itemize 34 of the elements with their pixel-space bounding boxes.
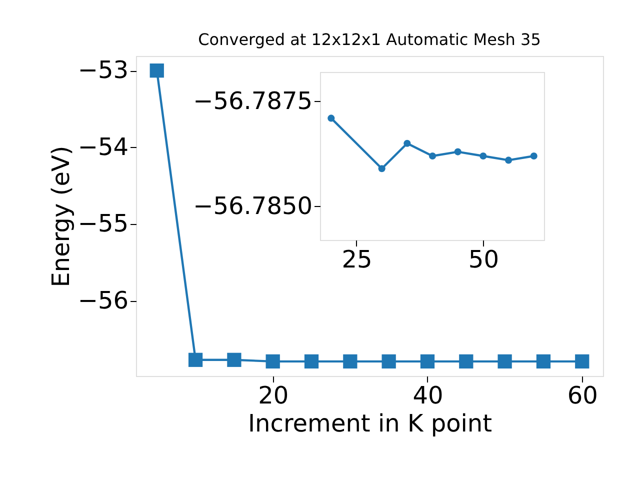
point <box>382 354 396 368</box>
point <box>266 354 280 368</box>
chart-title: Converged at 12x12x1 Automatic Mesh 35 <box>198 30 541 49</box>
point <box>404 140 411 147</box>
point <box>530 152 538 160</box>
y-axis-title: Energy (eV) <box>46 146 75 288</box>
y-tick-label: −56.7850 <box>193 192 312 220</box>
point <box>328 114 335 122</box>
point <box>504 156 512 164</box>
point <box>498 354 512 368</box>
point <box>536 354 551 368</box>
x-tick-label: 40 <box>412 382 444 410</box>
x-tick-label: 25 <box>342 246 372 274</box>
point <box>150 64 164 78</box>
y-tick-label: −56.7875 <box>193 86 312 115</box>
point <box>188 352 203 367</box>
x-tick-label: 60 <box>567 382 598 410</box>
point <box>420 354 435 368</box>
point <box>480 152 487 160</box>
x-axis-title: Increment in K point <box>248 410 492 438</box>
point <box>428 152 436 160</box>
point <box>378 165 386 172</box>
point <box>454 148 462 156</box>
point <box>459 354 474 368</box>
point <box>227 352 242 367</box>
y-tick-label: −54 <box>78 132 128 161</box>
x-tick-label: 50 <box>468 246 499 274</box>
y-tick-label: −56 <box>78 286 128 314</box>
point <box>304 354 319 368</box>
point <box>343 354 358 368</box>
x-tick-label: 20 <box>258 382 289 410</box>
y-tick-label: −53 <box>78 56 128 84</box>
point <box>575 354 590 368</box>
y-tick-label: −55 <box>78 210 128 238</box>
